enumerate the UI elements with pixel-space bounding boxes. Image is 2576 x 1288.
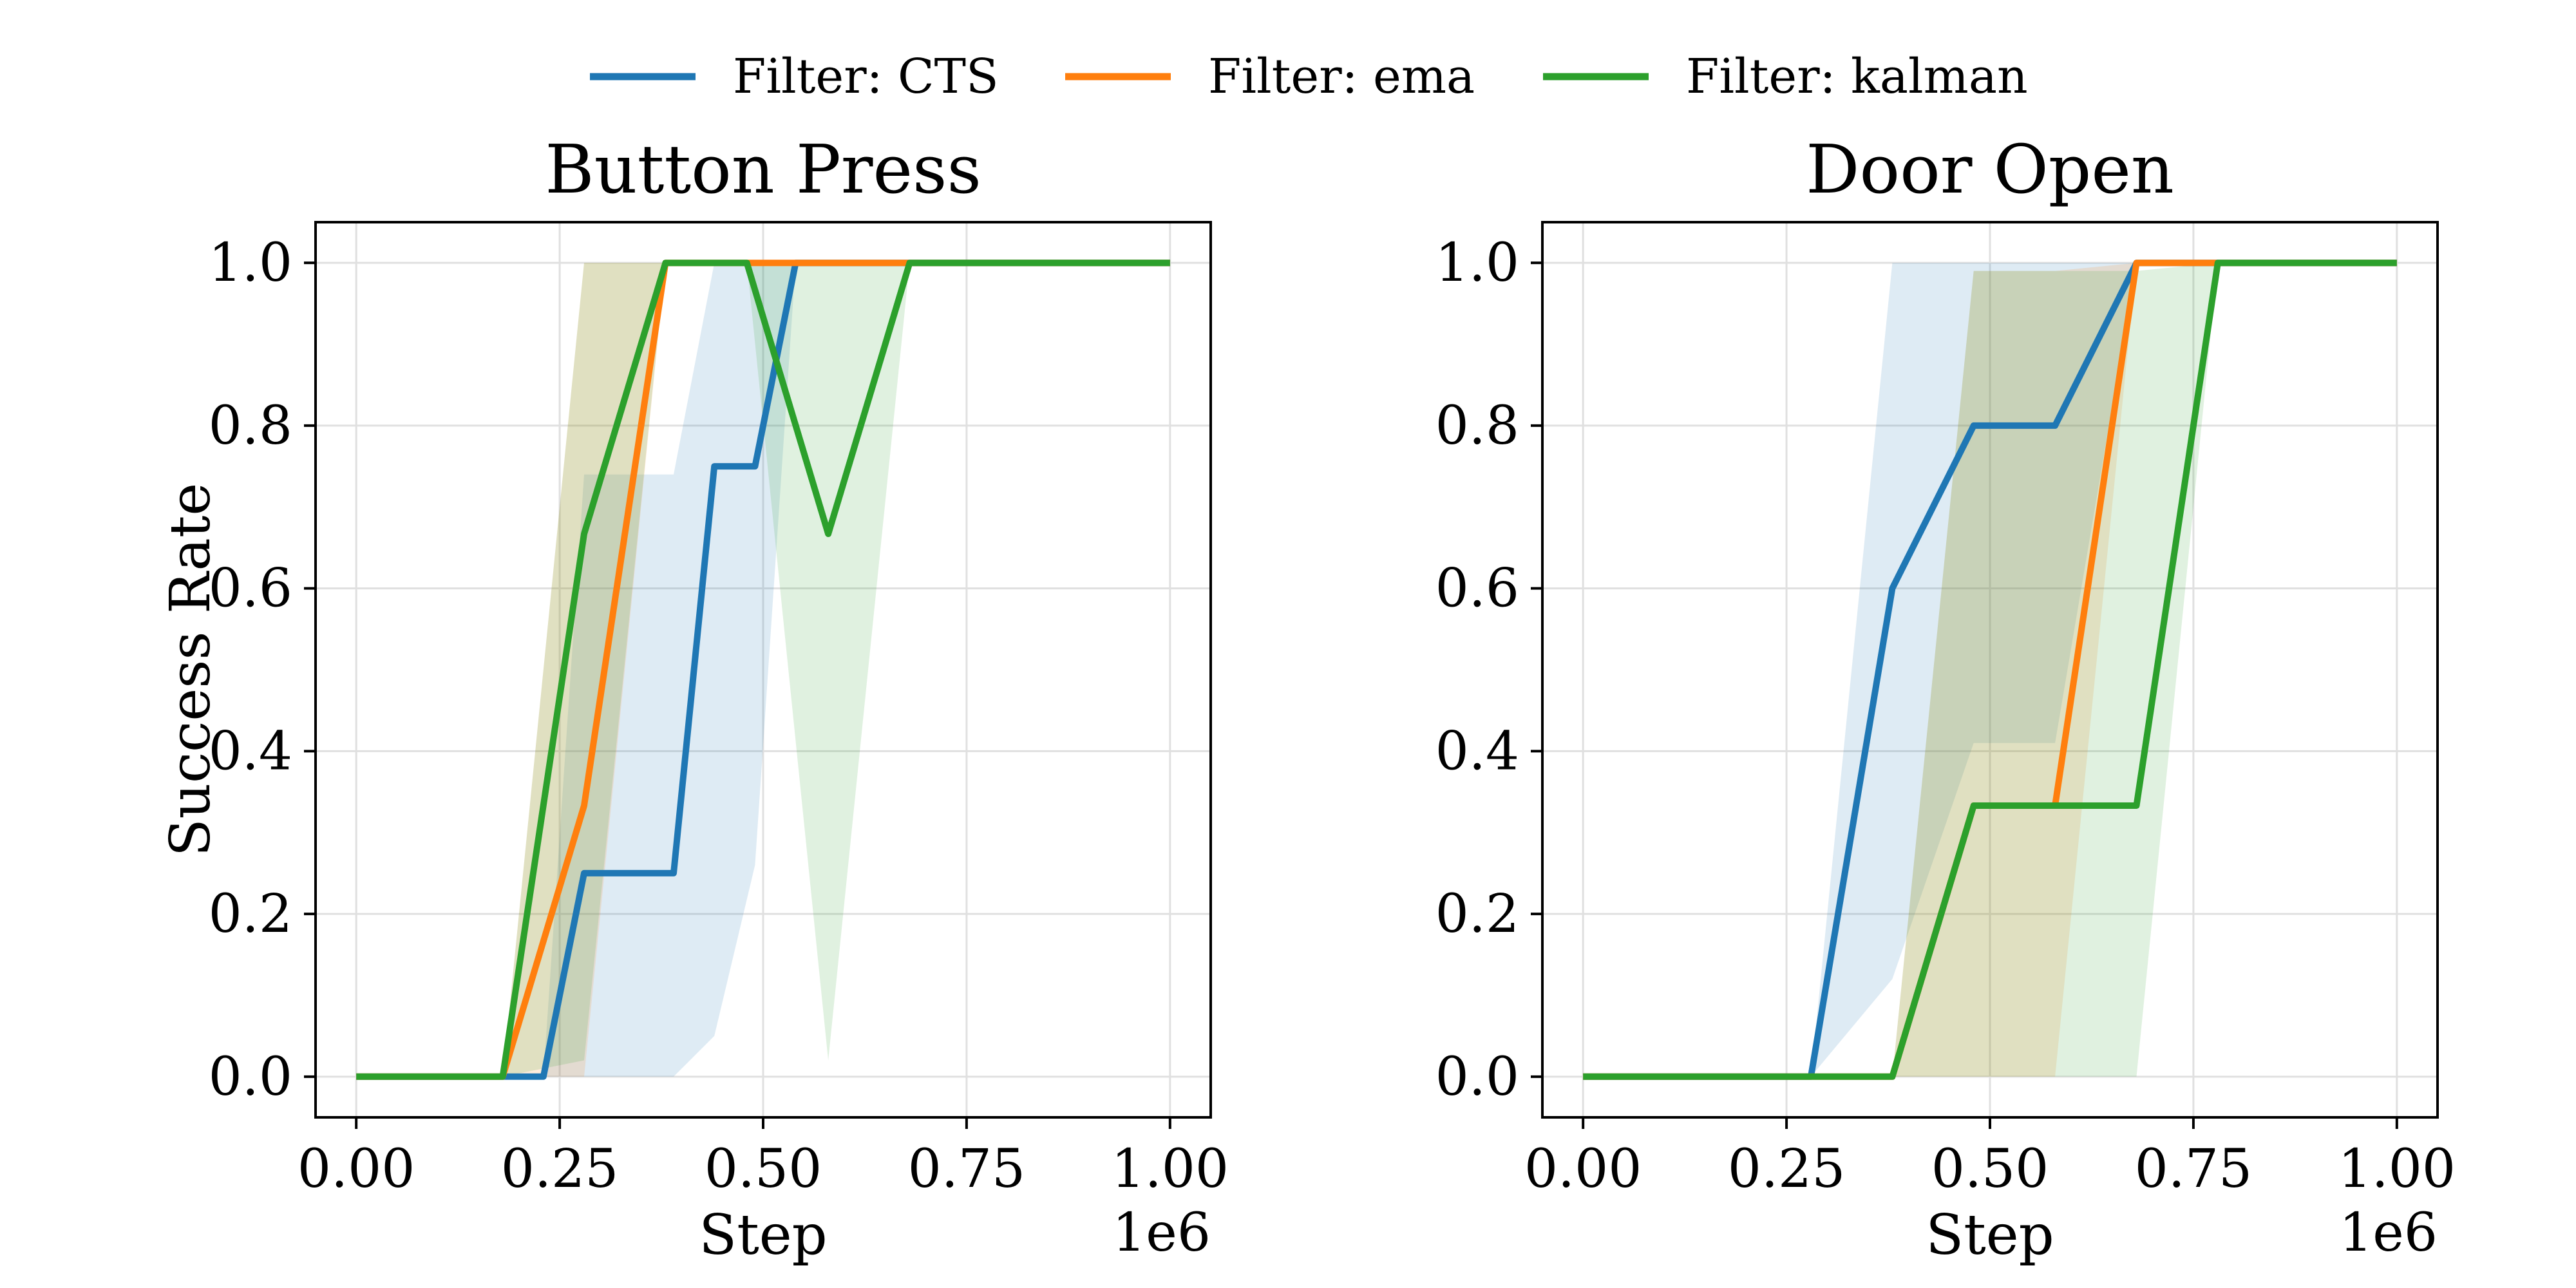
chart-title: Button Press <box>545 130 981 209</box>
legend-label: Filter: kalman <box>1686 49 2028 104</box>
x-axis-label: Step <box>1926 1203 2054 1267</box>
legend-label: Filter: ema <box>1208 49 1475 104</box>
x-tick-label: 0.00 <box>1524 1139 1642 1200</box>
confidence-band-3 <box>356 263 1170 1077</box>
legend-label: Filter: CTS <box>733 49 999 104</box>
series-line-3 <box>356 260 1170 1080</box>
x-tick-label: 1.00 <box>1112 1139 1229 1200</box>
x-offset-label: 1e6 <box>1112 1202 1211 1264</box>
y-tick-label: 0.8 <box>1435 395 1519 457</box>
plot-area <box>1583 260 2397 1080</box>
y-tick-label: 0.8 <box>209 395 292 457</box>
y-tick-label: 1.0 <box>1435 232 1519 294</box>
y-tick-label: 0.4 <box>209 721 292 782</box>
x-tick-label: 0.25 <box>1728 1139 1846 1200</box>
confidence-band-3 <box>1583 263 2397 1077</box>
confidence-band-2 <box>356 263 1170 1077</box>
y-tick-label: 0.2 <box>1435 884 1519 945</box>
legend-item: Filter: kalman <box>1543 49 2028 104</box>
confidence-band-2 <box>1583 263 2397 1077</box>
chart-panels: 0.00 0.25 0.50 0.75 1.00 0.0 0.2 0.4 0.6 0.8 1.0 Bu… <box>158 130 2456 1267</box>
y-tick-label: 0.6 <box>209 558 292 620</box>
x-tick-label: 0.75 <box>2135 1139 2253 1200</box>
chart-panel-2: 0.00 0.25 0.50 0.75 1.00 0.0 0.2 0.4 0.6 0.8 1.0 Do… <box>1435 130 2456 1267</box>
y-axis-label: Success Rate <box>158 483 223 857</box>
x-tick-label: 0.25 <box>501 1139 619 1200</box>
chart-panel-1: 0.00 0.25 0.50 0.75 1.00 0.0 0.2 0.4 0.6 0.8 1.0 Bu… <box>158 130 1229 1267</box>
confidence-band-1 <box>356 263 1170 1077</box>
plot-area <box>356 260 1170 1080</box>
confidence-band-1 <box>1583 263 2397 1077</box>
x-offset-label: 1e6 <box>2339 1202 2438 1264</box>
x-tick-label: 0.75 <box>908 1139 1026 1200</box>
y-tick-label: 0.0 <box>209 1046 292 1108</box>
legend: Filter: CTS Filter: ema Filter: kalman <box>590 49 2028 104</box>
x-tick-label: 1.00 <box>2338 1139 2456 1200</box>
y-tick-label: 0.6 <box>1435 558 1519 620</box>
legend-item: Filter: ema <box>1065 49 1475 104</box>
y-tick-label: 0.0 <box>1435 1046 1519 1108</box>
x-tick-label: 0.50 <box>705 1139 822 1200</box>
legend-item: Filter: CTS <box>590 49 999 104</box>
x-tick-label: 0.00 <box>298 1139 415 1200</box>
x-tick-label: 0.50 <box>1931 1139 2049 1200</box>
y-tick-label: 0.2 <box>209 884 292 945</box>
y-tick-label: 1.0 <box>209 232 292 294</box>
chart-title: Door Open <box>1806 130 2174 209</box>
y-tick-label: 0.4 <box>1435 721 1519 782</box>
x-axis-label: Step <box>699 1203 827 1267</box>
series-line-3 <box>1583 260 2397 1080</box>
